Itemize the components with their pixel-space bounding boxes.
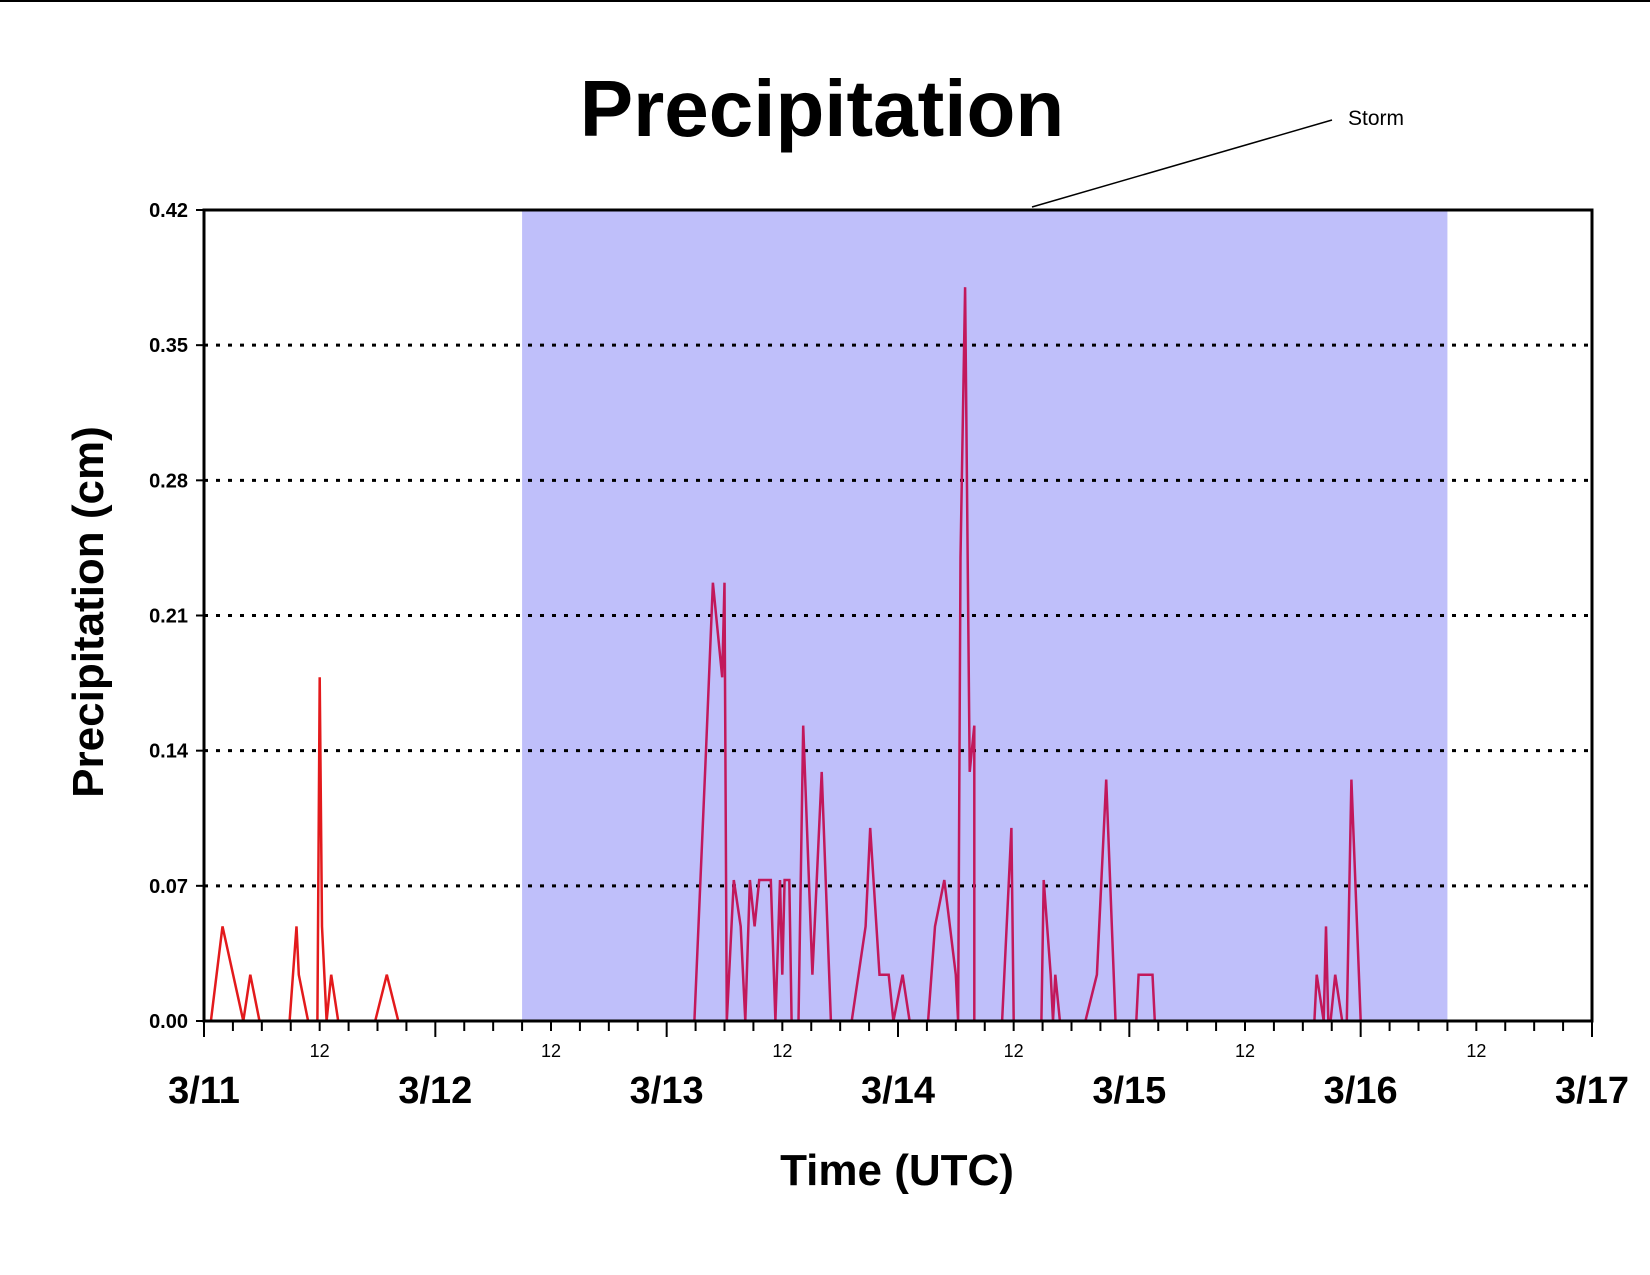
series-line-pre-storm: [204, 677, 523, 1023]
x-minor-tick-label: 12: [1235, 1041, 1255, 1061]
x-minor-tick-label: 12: [1004, 1041, 1024, 1061]
y-tick-label: 0.07: [149, 876, 188, 898]
chart-title: Precipitation: [580, 64, 1065, 153]
x-minor-tick-label: 12: [310, 1041, 330, 1061]
x-major-tick-label: 3/13: [630, 1070, 704, 1112]
y-tick-label: 0.21: [149, 606, 188, 628]
storm-annotation-line: [1031, 119, 1333, 208]
x-major-tick-label: 3/15: [1092, 1070, 1166, 1112]
x-major-tick-label: 3/14: [861, 1070, 935, 1112]
y-tick-label: 0.42: [149, 200, 188, 222]
y-axis-label: Precipitation (cm): [64, 426, 113, 798]
plot-area: 0.00 0.07 0.14 0.21 0.28 0.35 0.42 12 12 12 12 12 12…: [149, 200, 1629, 1112]
y-tick-label: 0.35: [149, 335, 188, 357]
x-axis-label: Time (UTC): [780, 1146, 1014, 1195]
x-major-tick-label: 3/12: [398, 1070, 472, 1112]
x-major-tick-label: 3/11: [168, 1070, 240, 1112]
x-major-tick-label: 3/17: [1555, 1070, 1629, 1112]
x-minor-tick-label: 12: [541, 1041, 561, 1061]
storm-annotation-label: Storm: [1348, 107, 1404, 130]
x-major-tick-label: 3/16: [1324, 1070, 1398, 1112]
x-minor-tick-label: 12: [772, 1041, 792, 1061]
y-tick-label: 0.28: [149, 470, 188, 492]
y-tick-label: 0.00: [149, 1011, 188, 1033]
x-minor-tick-label: 12: [1466, 1041, 1486, 1061]
y-tick-label: 0.14: [149, 741, 189, 763]
